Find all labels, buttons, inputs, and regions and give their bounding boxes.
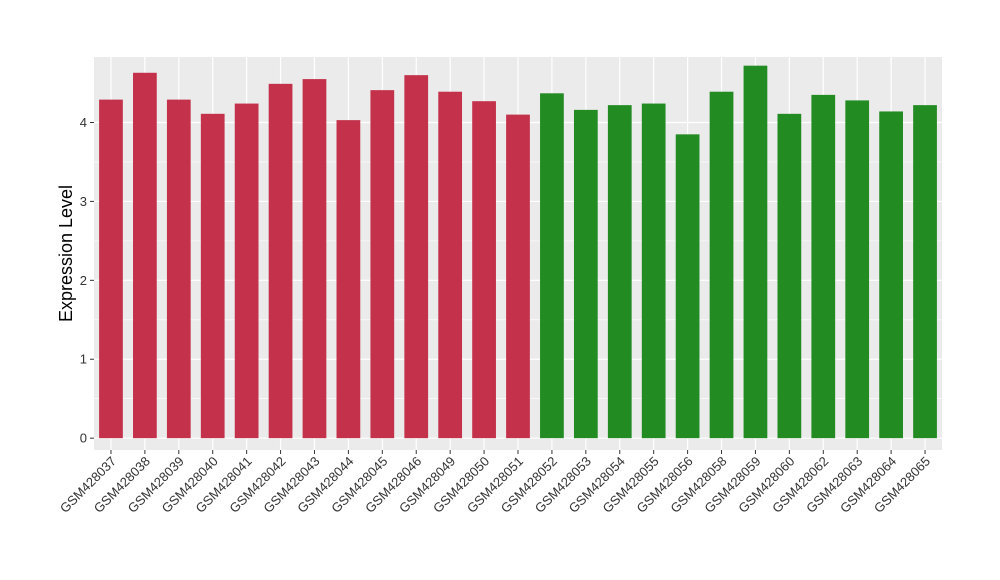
- bar-GSM428046: [404, 75, 429, 439]
- bar-GSM428051: [506, 114, 530, 439]
- y-tick-label: 0: [80, 431, 87, 446]
- bar-GSM428062: [811, 94, 836, 439]
- bars: [99, 65, 937, 439]
- bar-GSM428055: [641, 103, 666, 439]
- y-tick-label: 1: [80, 352, 87, 367]
- bar-GSM428056: [675, 134, 700, 439]
- bar-GSM428054: [607, 105, 632, 439]
- bar-GSM428063: [845, 100, 870, 439]
- y-axis-title: Expression Level: [56, 185, 76, 322]
- bar-GSM428044: [336, 120, 361, 439]
- bar-GSM428064: [879, 111, 903, 439]
- bar-GSM428060: [777, 113, 802, 439]
- y-tick-label: 3: [80, 194, 87, 209]
- bar-GSM428065: [913, 105, 937, 439]
- bar-GSM428059: [743, 65, 768, 439]
- bar-GSM428058: [709, 91, 734, 439]
- bar-GSM428049: [438, 91, 463, 439]
- y-tick-label: 4: [80, 115, 87, 130]
- bar-GSM428053: [573, 109, 598, 439]
- bar-GSM428041: [234, 103, 259, 439]
- bar-GSM428052: [540, 93, 564, 439]
- bar-GSM428040: [200, 113, 225, 439]
- bar-GSM428042: [268, 83, 293, 439]
- bar-GSM428043: [302, 79, 327, 439]
- bar-GSM428045: [370, 90, 395, 439]
- y-tick-label: 2: [80, 273, 87, 288]
- bar-GSM428050: [472, 101, 496, 439]
- bar-GSM428039: [166, 99, 191, 439]
- bar-GSM428037: [99, 99, 123, 439]
- bar-GSM428038: [133, 72, 157, 439]
